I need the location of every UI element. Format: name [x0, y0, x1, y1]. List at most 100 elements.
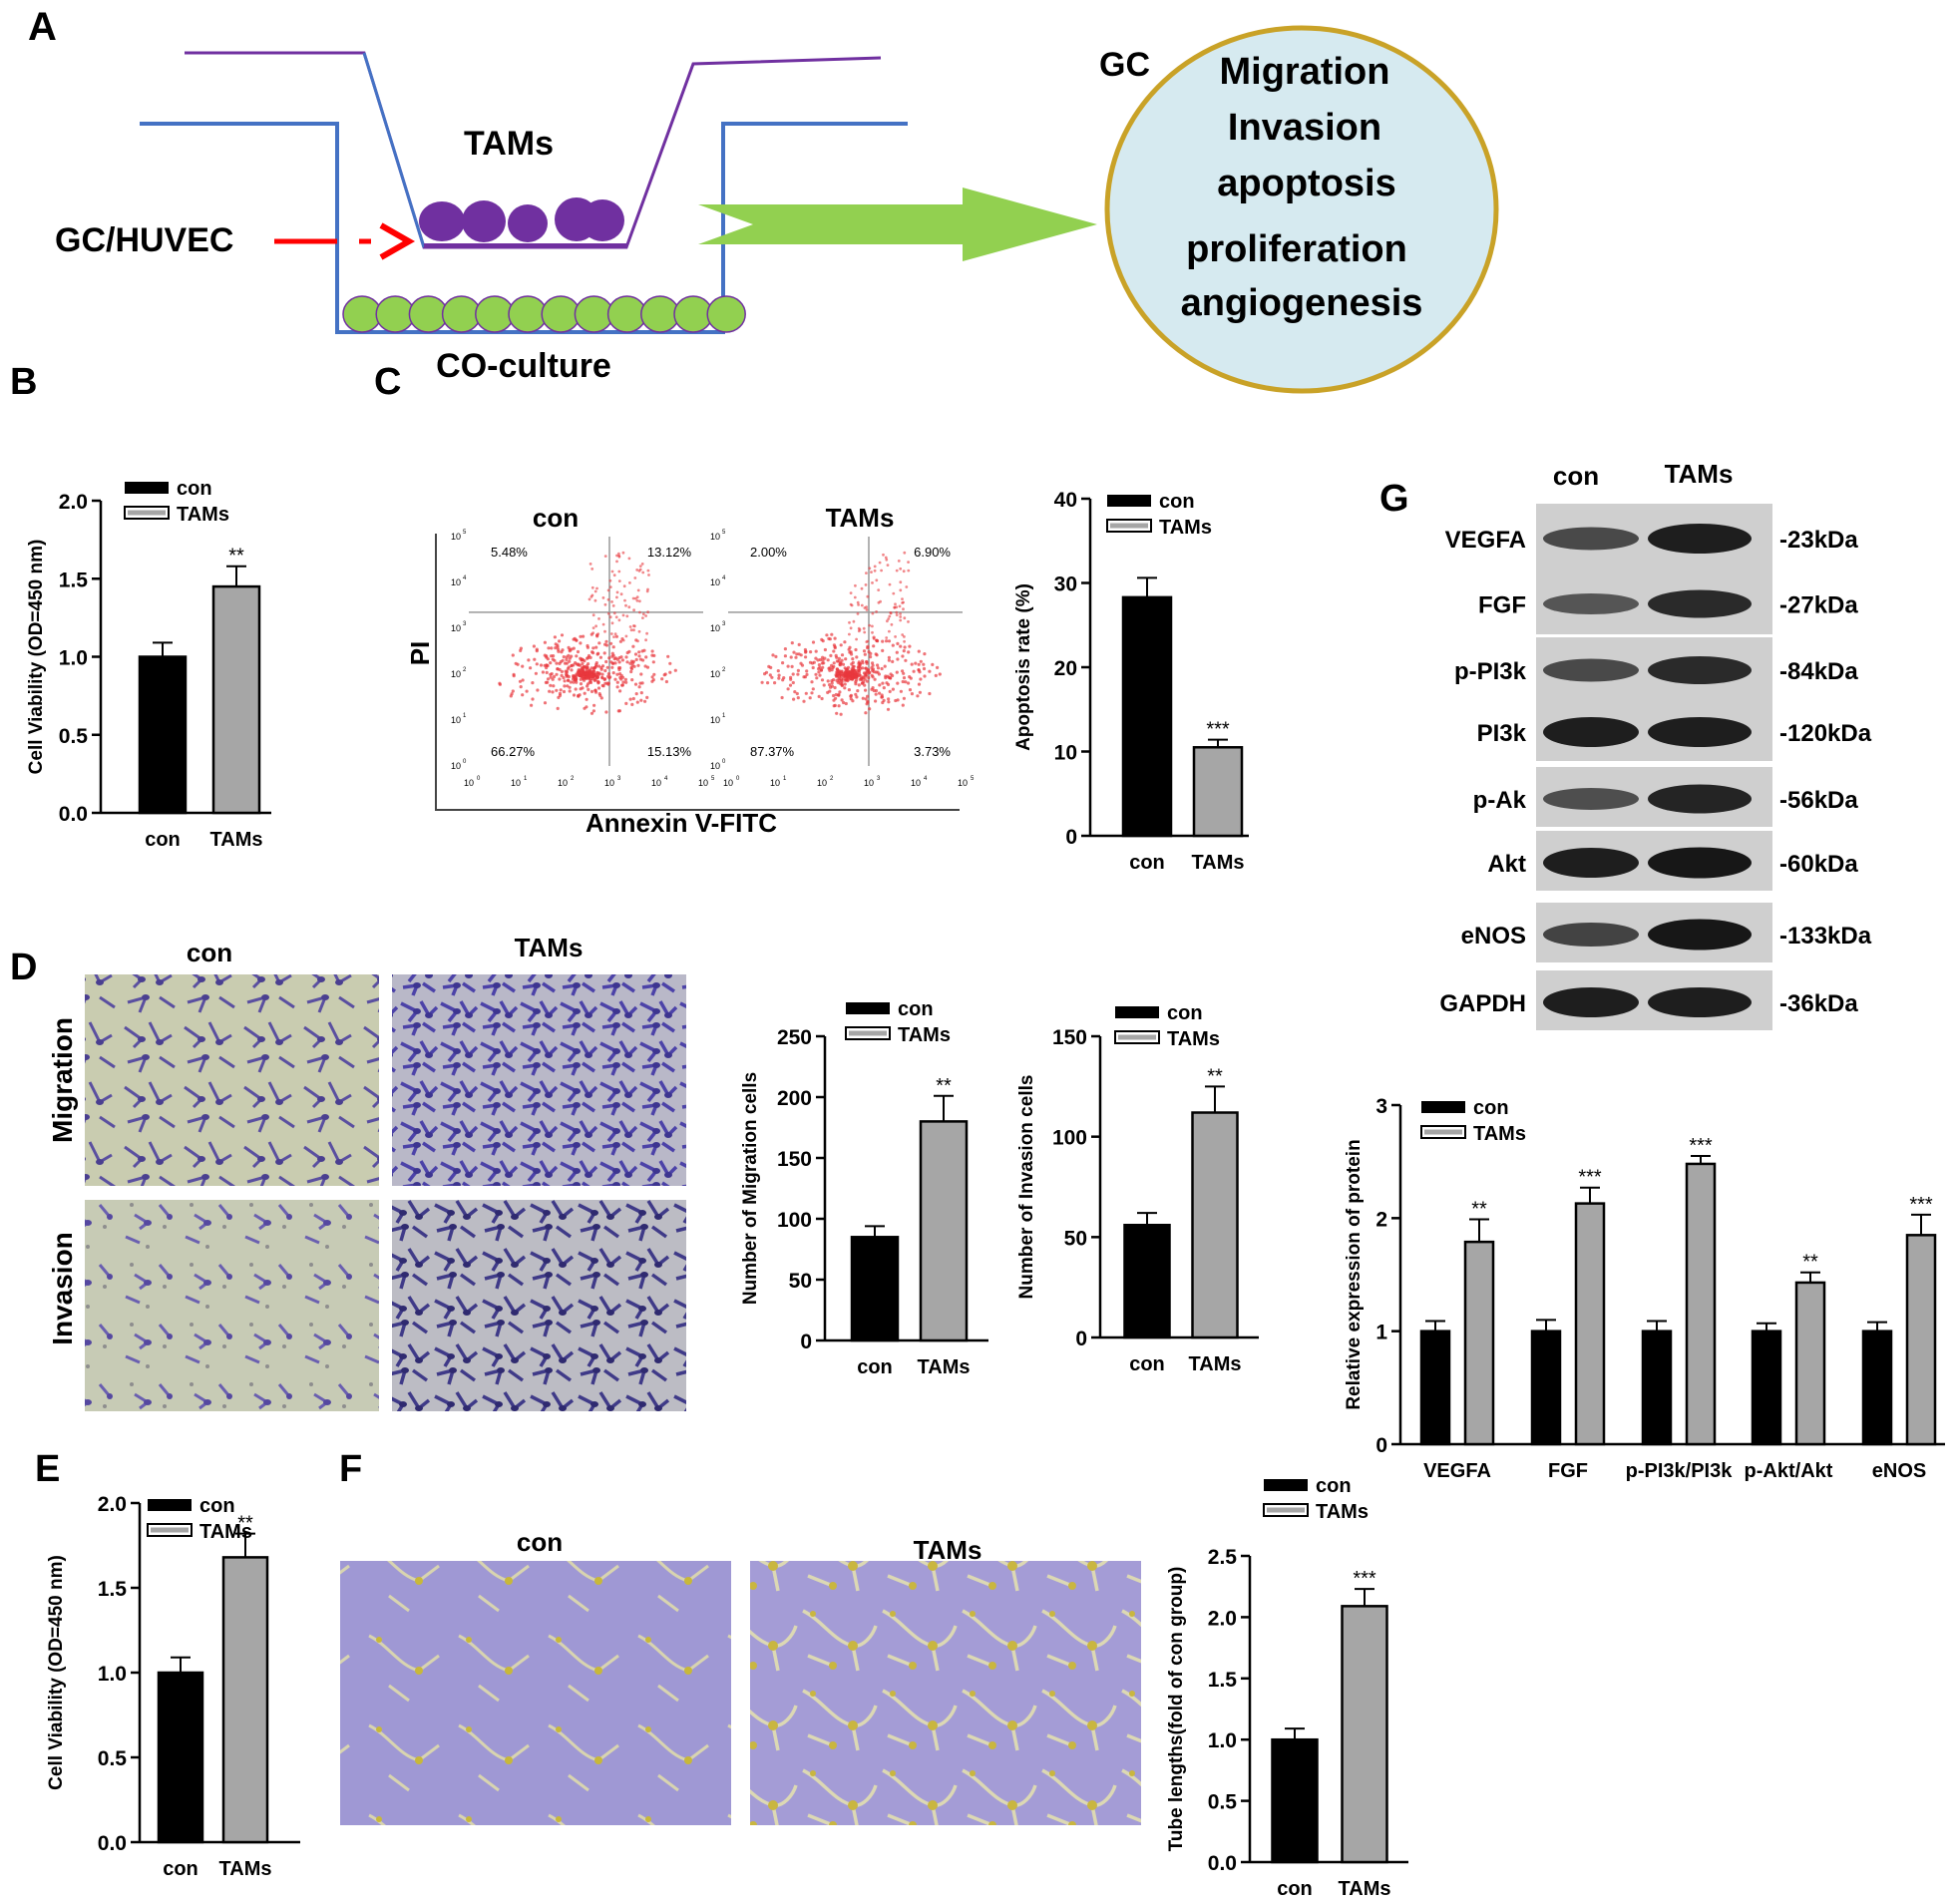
- flow-event: [596, 686, 601, 690]
- flow-event: [638, 610, 641, 614]
- flow-x-tick: 10: [558, 778, 568, 788]
- flow-event: [792, 650, 796, 654]
- flow-event: [582, 678, 587, 682]
- flow-event: [642, 648, 646, 652]
- flow-event: [545, 655, 549, 659]
- flow-event: [644, 614, 647, 617]
- flow-event: [613, 677, 617, 681]
- flow-event: [548, 689, 552, 693]
- bar-con: [1271, 1737, 1319, 1864]
- legend-swatch-con: [1115, 1006, 1159, 1018]
- flow-event: [617, 570, 621, 573]
- flow-event: [617, 555, 621, 559]
- flow-x-tick: 10: [698, 778, 708, 788]
- x-tick-label: TAMs: [918, 1356, 971, 1378]
- flow-event: [814, 672, 818, 676]
- flow-event: [599, 696, 603, 700]
- wb-protein-label: p-Ak: [1473, 787, 1527, 814]
- y-tick-label: 1: [1375, 1322, 1387, 1344]
- flow-event: [767, 664, 771, 669]
- flow-event: [846, 665, 851, 669]
- flow-event: [846, 670, 850, 674]
- flow-event: [871, 581, 874, 584]
- flow-event: [805, 672, 809, 677]
- flow-event: [878, 561, 882, 565]
- flow-event: [837, 704, 841, 708]
- flow-event: [552, 684, 556, 688]
- flow-x-tick: 10: [464, 778, 474, 788]
- flow-x-tick-exp: 2: [830, 776, 834, 782]
- flow-event: [902, 649, 906, 653]
- flow-event: [612, 635, 615, 638]
- transwell-title-tams: TAMs: [515, 933, 584, 962]
- significance-label: **: [936, 1075, 952, 1097]
- wb-size-label: -36kDa: [1779, 990, 1858, 1017]
- flow-event: [817, 694, 821, 699]
- flow-event: [650, 679, 654, 683]
- flow-event: [606, 597, 610, 601]
- flow-event: [603, 555, 607, 558]
- flow-event: [804, 691, 808, 695]
- flow-event: [631, 696, 635, 701]
- legend: con TAMs: [147, 1495, 252, 1543]
- flow-event: [907, 681, 911, 685]
- y-tick-label: 0: [1065, 826, 1077, 849]
- flow-event: [610, 570, 614, 573]
- tam-cell: [419, 201, 465, 241]
- flow-event: [588, 671, 592, 675]
- flow-event: [601, 622, 605, 626]
- flow-event: [833, 685, 837, 690]
- y-axis-label: Number of Migration cells: [740, 1072, 761, 1305]
- flow-event: [633, 576, 637, 579]
- flow-event: [591, 674, 595, 679]
- flow-event: [858, 668, 862, 672]
- flow-event: [579, 641, 583, 645]
- flow-event: [885, 639, 889, 643]
- flow-event: [566, 684, 570, 688]
- wb-protein-label: FGF: [1478, 592, 1526, 619]
- bottom-cell: [342, 295, 382, 333]
- flow-event: [592, 678, 597, 683]
- flow-event: [590, 585, 594, 589]
- flow-event: [645, 589, 649, 593]
- flow-event: [621, 675, 625, 679]
- flow-event: [645, 665, 650, 669]
- flow-event: [905, 585, 909, 588]
- flow-event: [545, 670, 549, 675]
- flow-event: [621, 613, 625, 617]
- flow-event: [880, 569, 883, 572]
- flow-event: [867, 676, 871, 680]
- flow-event: [899, 615, 903, 618]
- flow-event: [863, 677, 867, 681]
- flow-event: [610, 600, 613, 603]
- outcome-migration: Migration: [1220, 51, 1390, 93]
- flow-event: [908, 688, 913, 692]
- y-tick-label: 200: [777, 1087, 812, 1110]
- bar-con: [1751, 1330, 1782, 1446]
- flow-y-tick: 10: [451, 532, 461, 542]
- flow-event: [856, 600, 860, 604]
- flow-x-label: Annexin V-FITC: [586, 808, 777, 838]
- chart-e: 0.0 0.5 1.0 1.5 2.0 Cell Viability (OD=450 nm…: [46, 1493, 300, 1880]
- flow-event: [581, 686, 585, 690]
- flow-event: [835, 711, 839, 715]
- flow-event: [877, 588, 881, 591]
- flow-event: [823, 647, 828, 652]
- y-tick-label: 2.0: [1208, 1607, 1237, 1630]
- flow-event: [551, 657, 555, 661]
- bar-con: [1861, 1330, 1893, 1446]
- flow-event: [652, 672, 656, 676]
- flow-event: [606, 674, 610, 678]
- flow-event: [863, 630, 867, 634]
- flow-event: [872, 637, 876, 640]
- flow-event: [821, 655, 825, 659]
- flow-event: [854, 682, 858, 686]
- transwell-images: con TAMs Migration Invasion: [47, 933, 686, 1411]
- flow-event: [644, 638, 647, 642]
- flow-event: [902, 570, 906, 573]
- wb-band-con: [1543, 788, 1639, 810]
- flow-event: [629, 628, 633, 632]
- flow-event: [890, 622, 894, 626]
- flow-event: [498, 682, 502, 686]
- flow-event: [894, 602, 897, 606]
